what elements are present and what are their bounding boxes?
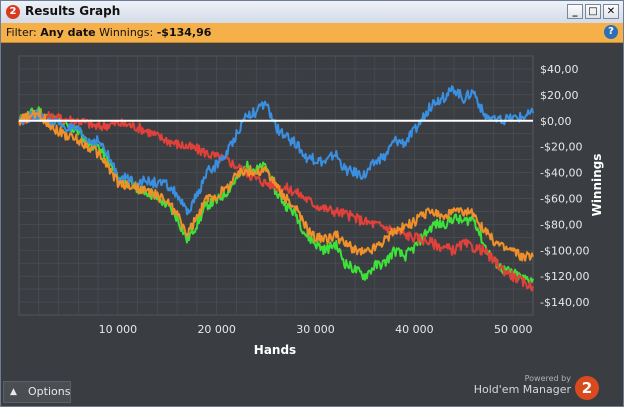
filter-value[interactable]: Any date: [40, 26, 96, 39]
options-label: Options: [28, 385, 71, 398]
results-chart: 10 000 20 000 30 000 40 000 50 000 $40,00 $20,…: [18, 55, 604, 357]
filter-label: Filter:: [6, 26, 37, 39]
winnings-label: Winnings:: [99, 26, 154, 39]
y-tick-label: -$20,00: [540, 141, 582, 154]
y-tick-label: $40,00: [540, 63, 579, 76]
filter-summary: Filter: Any date Winnings: -$134,96: [6, 26, 211, 39]
y-tick-label: -$140,00: [540, 296, 589, 309]
help-icon[interactable]: ?: [604, 25, 618, 39]
powered-by-branding: Powered by Hold'em Manager 2: [471, 374, 601, 404]
chevron-up-icon: ▲: [10, 387, 17, 397]
y-tick-label: $20,00: [540, 89, 579, 102]
series-line-all-in-ev: [18, 109, 534, 262]
winnings-value: -$134,96: [156, 26, 212, 39]
maximize-button[interactable]: □: [585, 4, 601, 19]
window-title: Results Graph: [25, 4, 121, 18]
x-axis-title: Hands: [254, 343, 296, 357]
close-button[interactable]: ✕: [603, 4, 619, 19]
x-tick-label: 50 000: [494, 323, 533, 336]
hem-logo-icon: 2: [575, 376, 599, 400]
brand-name: Hold'em Manager: [473, 383, 571, 396]
y-tick-label: -$40,00: [540, 167, 582, 180]
x-tick-label: 10 000: [99, 323, 138, 336]
y-tick-label: -$80,00: [540, 218, 582, 231]
powered-by-text: Powered by: [524, 374, 571, 383]
app-logo-icon: 2: [6, 5, 20, 19]
series-line-showdown: [18, 85, 534, 216]
filter-bar: Filter: Any date Winnings: -$134,96 ?: [1, 23, 623, 43]
y-tick-label: $0,00: [540, 115, 572, 128]
x-tick-label: 40 000: [395, 323, 434, 336]
series-line-non-showdown: [18, 111, 534, 292]
minimize-button[interactable]: _: [567, 4, 583, 19]
x-tick-label: 20 000: [197, 323, 236, 336]
y-tick-label: -$60,00: [540, 192, 582, 205]
y-tick-label: -$100,00: [540, 244, 589, 257]
options-button[interactable]: ▲ Options: [3, 381, 71, 403]
y-axis-title: Winnings: [590, 154, 604, 217]
x-tick-label: 30 000: [296, 323, 335, 336]
title-bar[interactable]: 2 Results Graph _ □ ✕: [1, 1, 623, 24]
y-tick-label: -$120,00: [540, 270, 589, 283]
